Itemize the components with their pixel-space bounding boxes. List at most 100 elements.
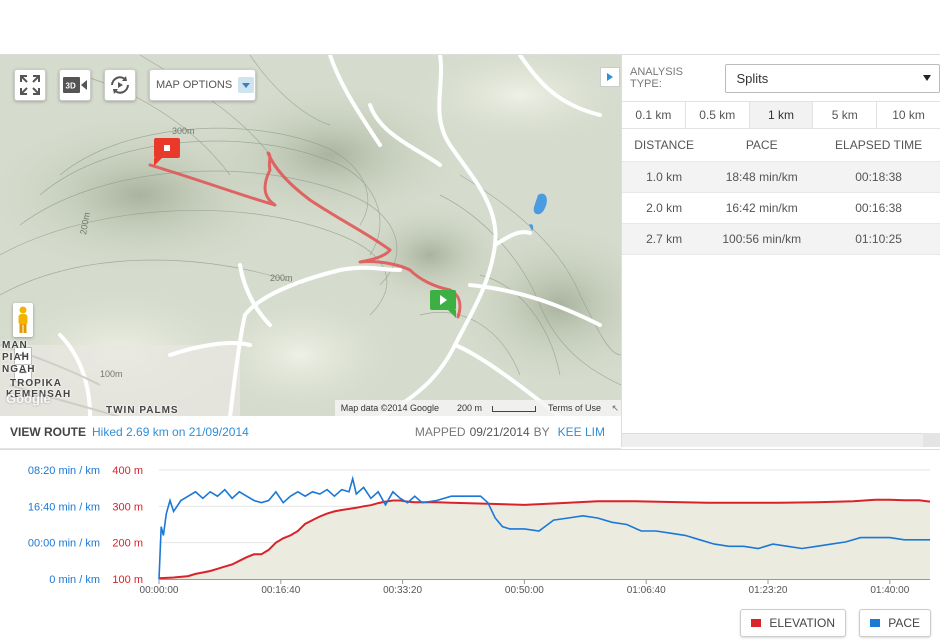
split-distance: 2.0 km [622,191,707,223]
map-data-credit: Map data ©2014 Google [340,403,439,413]
split-elapsed: 01:10:25 [817,222,940,255]
finish-marker[interactable] [154,138,180,169]
map-options-button[interactable]: MAP OPTIONS [149,69,256,101]
chevron-right-icon [607,73,613,81]
scale-label: 200 m [456,403,482,413]
tab-0-1-km[interactable]: 0.1 km [622,102,686,128]
split-pace: 100:56 min/km [706,222,818,255]
collapse-panel-button[interactable] [600,67,620,87]
map-attribution: Map data ©2014 Google 200 m Terms of Use [334,400,621,416]
tab-10-km[interactable]: 10 km [892,108,925,122]
pace-tick-label: 00:00 min / km [28,538,100,550]
split-distance: 2.7 km [622,222,707,255]
place-label: NGAH [2,364,36,375]
tab-0-5-km[interactable]: 0.5 km [686,102,750,128]
elevation-swatch [751,619,762,627]
chevron-down-icon [238,77,255,93]
map-options-label: MAP OPTIONS [156,79,233,91]
x-tick-label: 00:50:00 [505,585,544,596]
route-info-bar: VIEW ROUTE Hiked 2.69 km on 21/09/2014 M… [0,416,621,449]
terrain-map: 300m 200m 200m 100m [0,55,621,416]
analysis-type-row: ANALYSIS TYPE: Splits [622,55,940,101]
pace-series-line [158,475,930,580]
analysis-panel: ANALYSIS TYPE: Splits 0.1 km 0.5 km 1 km… [621,54,940,447]
author-link[interactable]: KEE LIM [557,425,605,439]
contour-label: 200m [78,211,92,235]
resize-corner-icon[interactable]: ↖ [611,403,619,413]
split-elapsed: 00:18:38 [817,160,940,192]
split-pace: 18:48 min/km [706,160,818,192]
panel-horizontal-scrollbar[interactable] [622,433,924,447]
legend-label: PACE [888,616,920,630]
mapped-date: 09/21/2014 [469,425,530,439]
fullscreen-icon [20,75,40,95]
dropdown-arrow-icon [923,75,931,81]
column-header-distance: DISTANCE [634,137,695,152]
place-label: PIAH [2,352,30,363]
elevation-tick-label: 300 m [112,501,143,513]
start-marker[interactable] [430,290,456,321]
tab-5-km[interactable]: 5 km [813,102,878,128]
elevation-tick-label: 400 m [112,465,143,477]
elevation-pace-chart: 08:20 min / km 400 m 16:40 min / km 300 m 00… [0,449,940,644]
elevation-tick-label: 200 m [112,538,143,550]
table-row: 2.0 km 16:42 min/km 00:16:38 [622,191,940,223]
pegman-icon [18,306,28,333]
google-logo: Google [6,391,51,406]
chart-svg[interactable]: 08:20 min / km 400 m 16:40 min / km 300 m 00… [0,450,940,610]
rotate-play-icon [111,76,129,94]
pace-swatch [870,619,881,627]
elevation-tick-label: 100 m [112,574,143,586]
street-view-pegman[interactable] [13,303,33,337]
scale-bar [491,405,536,412]
route-map[interactable]: 300m 200m 200m 100m 3D MAP OPTIONS + − M… [0,54,621,416]
legend-label: ELEVATION [769,616,835,630]
3d-camera-icon: 3D [63,77,87,93]
by-label: BY [533,425,550,439]
scrollbar-corner [923,433,940,447]
hiked-summary-link[interactable]: Hiked 2.69 km on 21/09/2014 [92,425,249,439]
mapped-label: MAPPED [414,425,466,439]
contour-label: 200m [270,273,293,283]
svg-text:3D: 3D [66,82,76,91]
analysis-type-label: ANALYSIS TYPE: [630,66,683,90]
table-row: 2.7 km 100:56 min/km 01:10:25 [622,222,940,255]
split-pace: 16:42 min/km [706,191,818,223]
analysis-type-value: Splits [736,70,769,86]
elevation-area-fill [159,499,930,579]
place-label: MAN [2,340,28,351]
terms-of-use-link[interactable]: Terms of Use [547,403,601,413]
zoom-out-button[interactable]: − [14,364,32,382]
x-tick-label: 00:16:40 [261,585,300,596]
contour-label: 300m [172,126,195,136]
3d-view-button[interactable]: 3D [59,69,91,101]
pace-tick-label: 0 min / km [49,574,100,586]
legend-pace-toggle[interactable]: PACE [859,609,931,637]
column-header-elapsed: ELAPSED TIME [835,137,923,152]
split-distance-tabs: 0.1 km 0.5 km 1 km 5 km 10 km [622,101,940,129]
x-tick-label: 01:40:00 [870,585,909,596]
fullscreen-button[interactable] [14,69,46,101]
legend-elevation-toggle[interactable]: ELEVATION [740,609,846,637]
pace-tick-label: 08:20 min / km [28,465,100,477]
split-elapsed: 00:16:38 [817,191,940,223]
analysis-type-select[interactable]: Splits [725,63,940,93]
x-tick-label: 00:33:20 [383,585,422,596]
x-tick-label: 01:06:40 [627,585,666,596]
place-label: TWIN PALMS [106,405,179,416]
place-label: KEMENSAH [6,389,72,400]
x-tick-label: 01:23:20 [749,585,788,596]
pace-tick-label: 16:40 min / km [28,501,100,513]
table-row: 1.0 km 18:48 min/km 00:18:38 [622,160,940,192]
x-tick-label: 00:00:00 [140,585,179,596]
place-label: TROPIKA [10,378,62,389]
elevation-series-line [158,498,931,580]
column-header-pace: PACE [745,137,778,152]
flyover-button[interactable] [104,69,136,101]
tab-1-km[interactable]: 1 km [749,102,814,128]
map-scale: 200 m [445,403,542,413]
view-route-label[interactable]: VIEW ROUTE [10,425,87,439]
split-distance: 1.0 km [622,160,707,192]
splits-table: DISTANCE PACE ELAPSED TIME 1.0 km 18:48 … [622,129,940,255]
contour-label: 100m [100,369,123,379]
